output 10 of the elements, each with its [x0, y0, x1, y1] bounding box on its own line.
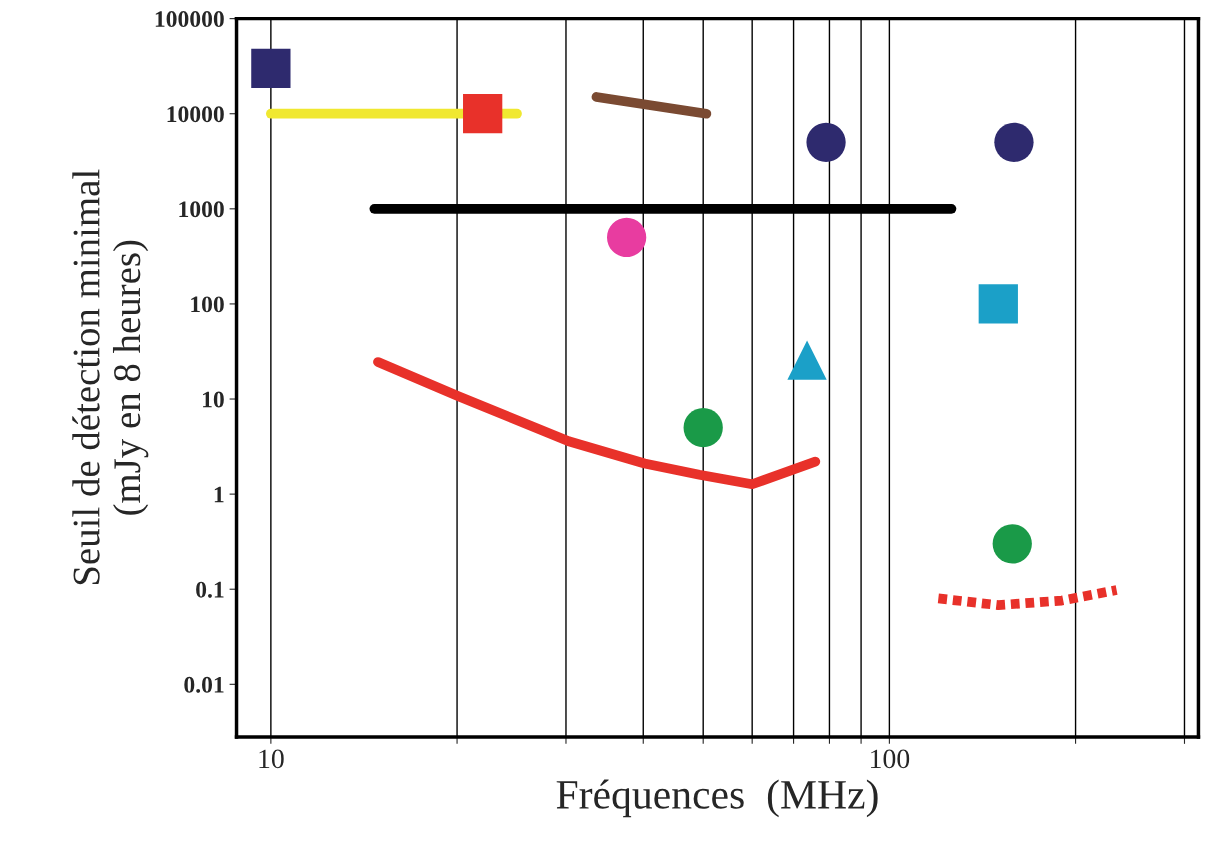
y-tick-label: 0.01	[184, 676, 224, 693]
y-tick-label: 0.1	[196, 581, 224, 598]
y-tick-label: 10	[203, 391, 224, 408]
y-tick-label: 100	[191, 296, 224, 313]
x-axis-title: Fréquences (MHz)	[556, 779, 878, 818]
y-axis-title: Seuil de détection minimal (mJy en 8 heures)	[72, 169, 149, 585]
y-tick-label: 1	[214, 486, 224, 503]
y-tick-label: 10000	[167, 106, 224, 123]
y-tick-label: 1000	[179, 201, 224, 218]
y-tick-label: 100000	[155, 11, 224, 28]
